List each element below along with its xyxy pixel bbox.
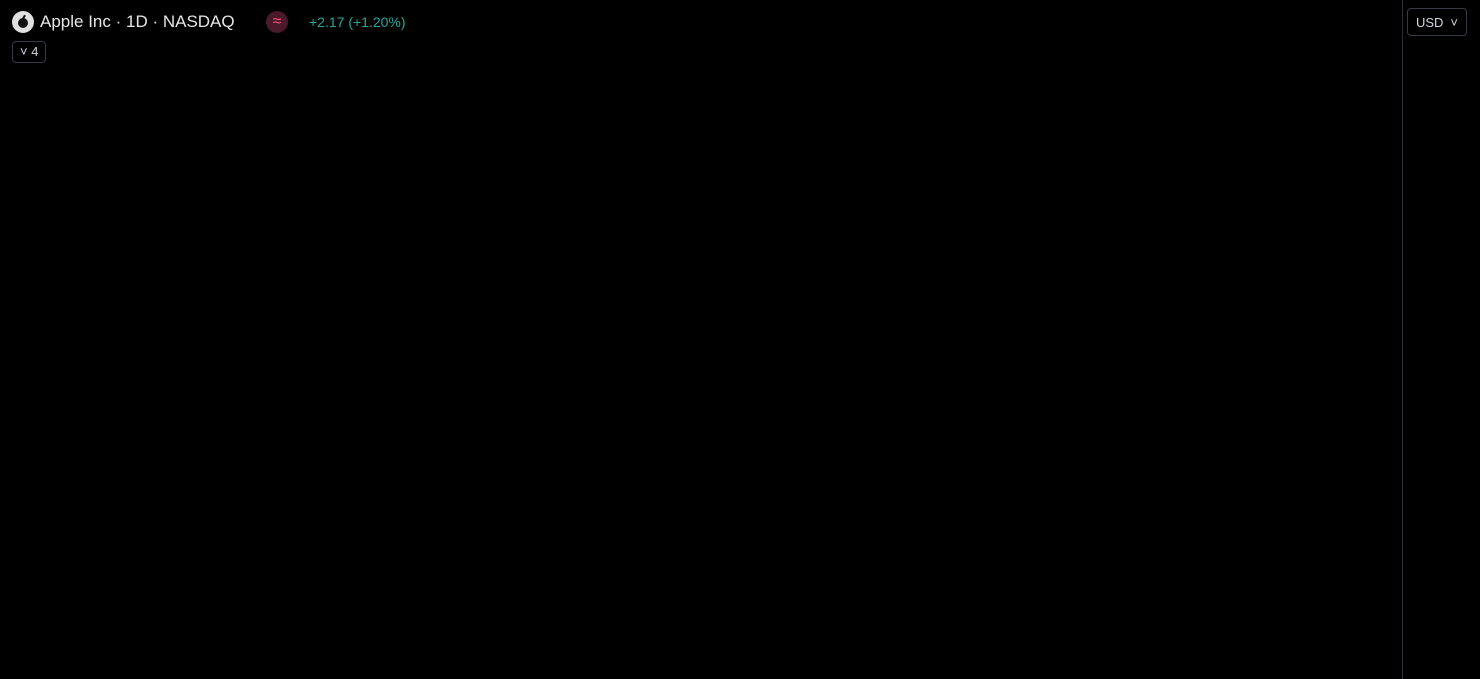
price-change: +2.17 (+1.20%) bbox=[309, 14, 406, 30]
currency-dropdown[interactable]: USD ˅ bbox=[1407, 8, 1467, 36]
indicator-count: 4 bbox=[31, 44, 39, 59]
chevron: ˅ bbox=[1450, 15, 1458, 30]
apple-icon bbox=[18, 14, 28, 28]
apple-logo[interactable] bbox=[12, 11, 34, 33]
currency: USD bbox=[1416, 15, 1444, 30]
indicators-toggle[interactable]: ˅ 4 bbox=[12, 41, 47, 63]
symbol-title[interactable]: Apple Inc · 1D · NASDAQ bbox=[40, 12, 235, 31]
chevron: ˅ bbox=[20, 44, 32, 59]
market-status-icon[interactable]: ≈ bbox=[266, 11, 288, 33]
